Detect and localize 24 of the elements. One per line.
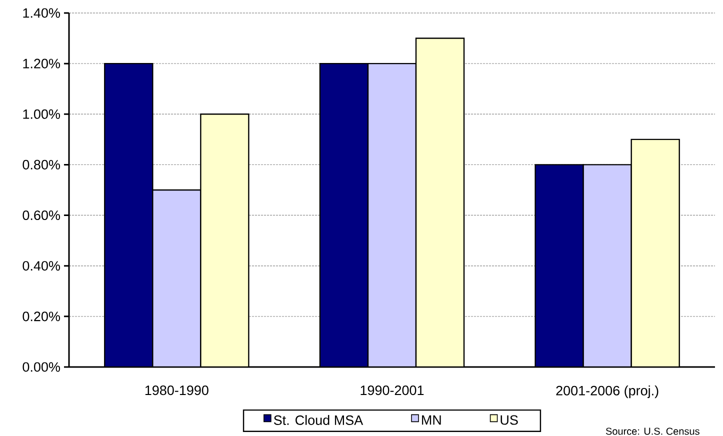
- bar: [104, 62, 154, 367]
- y-tick-label: 1.20%: [23, 58, 60, 68]
- bar: [415, 38, 465, 367]
- y-tick-label: 0.00%: [22, 362, 60, 372]
- bar: [534, 164, 584, 367]
- y-tick-label: 0.40%: [22, 261, 60, 271]
- x-tick-label: 1990-2001: [360, 386, 424, 396]
- y-tick-label: 1.00%: [23, 109, 60, 119]
- source-note: Source: U.S. Census: [606, 428, 700, 435]
- x-tick-label: 1980-1990: [145, 386, 208, 396]
- y-tick-label: 0.80%: [22, 160, 60, 170]
- bar: [367, 62, 417, 367]
- bar: [582, 164, 632, 367]
- legend-label: US: [500, 415, 518, 425]
- legend-label: St. Cloud MSA: [274, 415, 364, 425]
- x-tick-label: 2001-2006 (proj.): [556, 386, 658, 398]
- bar: [319, 62, 369, 367]
- y-tick-label: 1.40%: [23, 8, 60, 18]
- y-tick-label: 0.60%: [22, 210, 60, 220]
- y-tick-label: 0.20%: [22, 312, 60, 322]
- bar: [200, 114, 250, 367]
- bar: [152, 189, 202, 367]
- legend-label: MN: [422, 415, 441, 425]
- bar: [630, 138, 680, 367]
